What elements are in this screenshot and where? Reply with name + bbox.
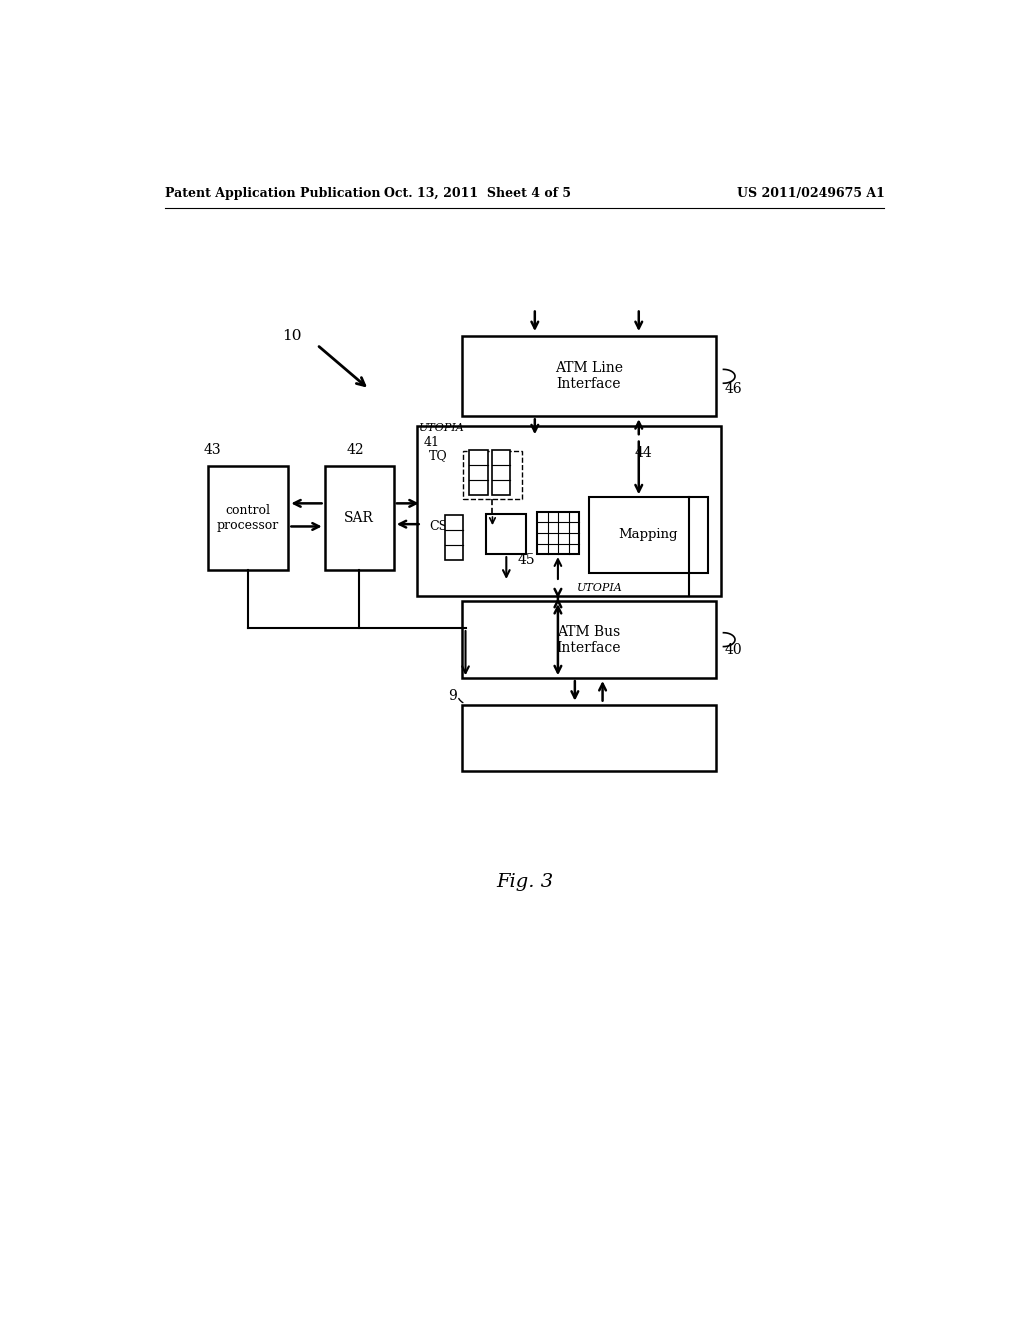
Text: 10: 10 [283,329,302,342]
Text: Oct. 13, 2011  Sheet 4 of 5: Oct. 13, 2011 Sheet 4 of 5 [384,186,570,199]
Bar [589,498,708,573]
Bar [444,515,463,560]
Text: Patent Application Publication: Patent Application Publication [165,186,381,199]
Text: UTOPIA: UTOPIA [578,583,623,594]
Text: 9: 9 [447,689,457,702]
Text: US 2011/0249675 A1: US 2011/0249675 A1 [737,186,885,199]
Bar [486,515,526,554]
Text: ATM Bus
Interface: ATM Bus Interface [556,624,621,655]
Text: UTOPIA: UTOPIA [419,424,464,433]
Bar [462,335,716,416]
Bar [208,466,289,570]
Text: SAR: SAR [344,511,374,525]
Text: Fig. 3: Fig. 3 [497,874,553,891]
Text: ATM Line
Interface: ATM Line Interface [555,360,623,391]
Bar [417,426,721,595]
Text: control
processor: control processor [217,504,280,532]
Bar [462,601,716,678]
Text: 40: 40 [725,643,742,656]
Text: 41: 41 [423,436,439,449]
Bar [492,450,510,495]
Text: 42: 42 [346,444,365,457]
Text: CSQ: CSQ [429,519,458,532]
Bar [462,705,716,771]
Bar [325,466,394,570]
Text: 45: 45 [517,553,535,568]
Text: 46: 46 [725,383,742,396]
Text: Mapping: Mapping [618,528,678,541]
Bar [469,450,487,495]
Text: 44: 44 [635,446,652,459]
Text: TQ: TQ [429,450,449,462]
Text: 43: 43 [204,444,221,457]
Bar [463,451,521,499]
Bar [538,512,580,554]
